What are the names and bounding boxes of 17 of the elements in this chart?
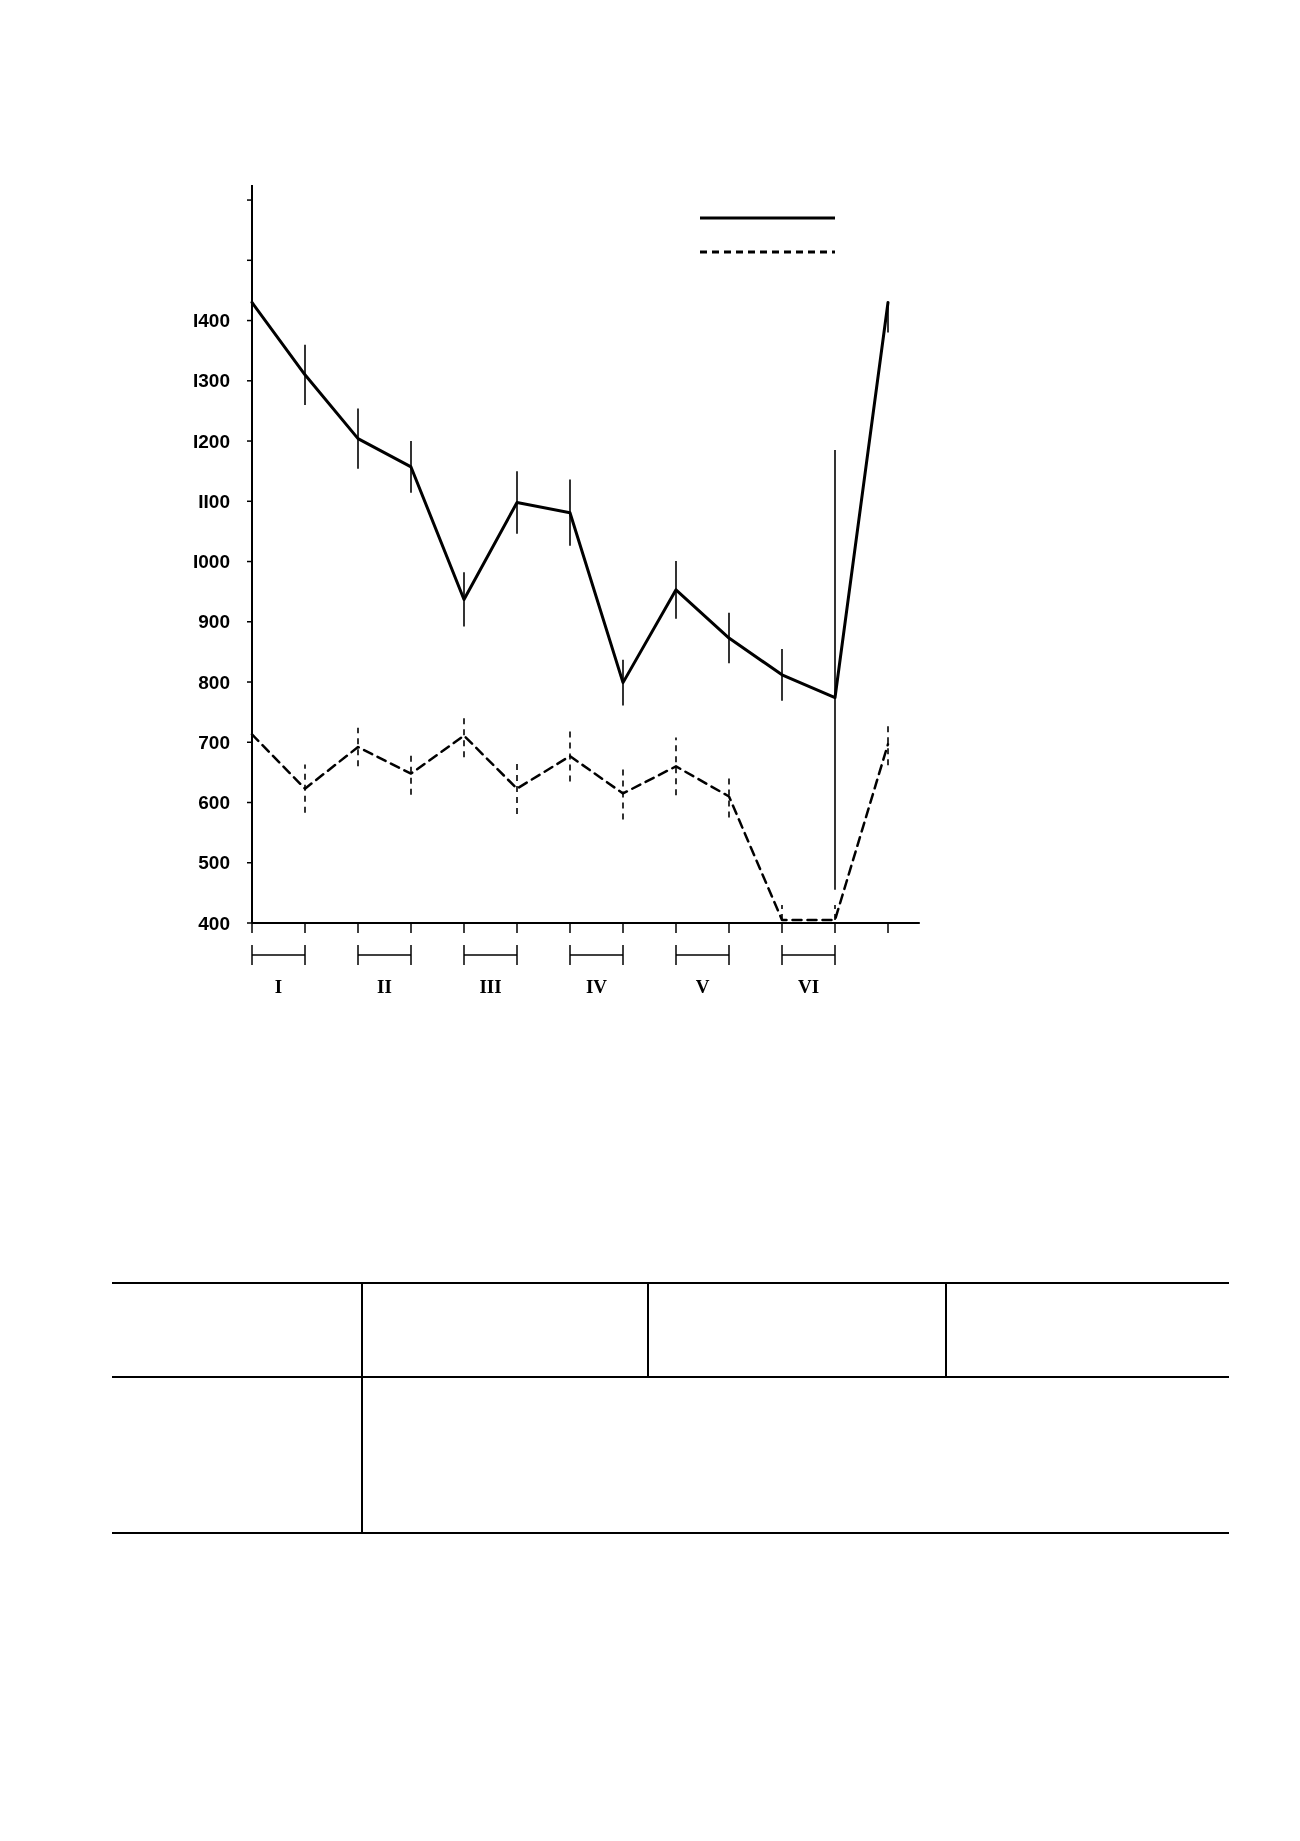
y-tick-label: 500	[198, 852, 230, 874]
y-tick-label: I300	[193, 370, 230, 392]
y-tick-label: II00	[198, 490, 230, 512]
y-tick-label: 400	[198, 912, 230, 934]
y-tick-label: 600	[198, 792, 230, 814]
y-tick-label: 800	[198, 671, 230, 693]
text: VI	[797, 976, 820, 997]
text: III	[479, 976, 502, 997]
y-tick-label: 900	[198, 611, 230, 633]
text: I	[274, 976, 283, 997]
text: II	[377, 976, 392, 997]
y-tick-label: I200	[193, 430, 230, 452]
y-tick-label: I400	[193, 310, 230, 332]
y-tick-label: I000	[193, 551, 230, 573]
y-tick-label: 700	[198, 731, 230, 753]
text: IV	[585, 976, 608, 997]
text: V	[695, 976, 710, 997]
